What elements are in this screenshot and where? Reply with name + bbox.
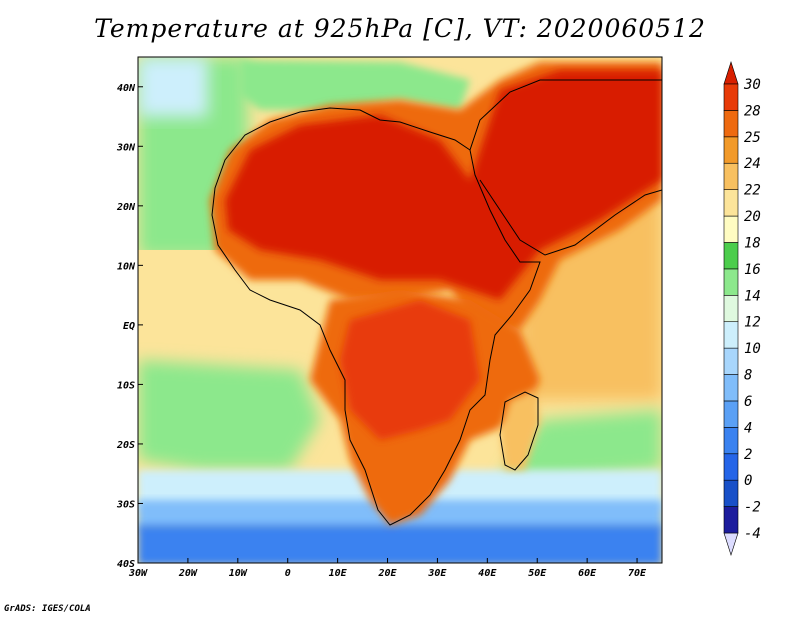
credit-label: GrADS: IGES/COLA xyxy=(4,604,91,614)
colorbar-label: -4 xyxy=(744,526,761,542)
colorbar-max-triangle xyxy=(723,61,739,85)
lon-tick-label: 20E xyxy=(377,568,397,579)
colorbar-label: 4 xyxy=(744,420,752,436)
lat-tick-label: 40S xyxy=(117,559,135,570)
colorbar-swatch xyxy=(723,83,739,111)
colorbar-swatch xyxy=(723,506,739,534)
lat-tick-label: 20S xyxy=(116,440,135,451)
lat-tick-label: 40N xyxy=(117,83,136,94)
colorbar-swatch xyxy=(723,242,739,270)
lon-tick-label: 30W xyxy=(128,568,148,579)
coastlines xyxy=(211,79,662,526)
colorbar-label: 0 xyxy=(744,473,752,489)
plot-border xyxy=(137,56,663,564)
colorbar-swatch xyxy=(723,347,739,375)
colorbar-label: 18 xyxy=(744,235,761,251)
colorbar-label: 24 xyxy=(744,156,761,172)
colorbar-swatch xyxy=(723,189,739,217)
colorbar-swatch xyxy=(723,479,739,507)
lon-tick-label: 60E xyxy=(578,568,597,579)
colorbar-swatch xyxy=(723,110,739,138)
colorbar-label: 16 xyxy=(744,262,761,278)
colorbar-label: 28 xyxy=(744,103,761,119)
colorbar-label: 12 xyxy=(744,315,761,331)
lon-tick-label: 50E xyxy=(528,568,547,579)
lon-tick-label: 0 xyxy=(285,568,291,579)
colorbar-min-triangle xyxy=(723,532,739,556)
colorbar-swatch xyxy=(723,321,739,349)
lat-tick-label: 20N xyxy=(116,202,136,213)
colorbar-label: 30 xyxy=(743,77,761,93)
lon-tick-label: 30E xyxy=(427,568,447,579)
lon-tick-label: 70E xyxy=(628,568,647,579)
colorbar-swatch xyxy=(723,294,739,323)
lon-tick-label: 40E xyxy=(478,568,497,579)
latitude-axis: 40N 30N 20N 10N EQ 10S 20S 30S 40S xyxy=(116,83,143,570)
lat-tick-label: 30N xyxy=(116,142,136,153)
colorbar-swatch xyxy=(723,268,739,296)
lat-tick-label: 10S xyxy=(117,380,135,391)
colorbar-swatch xyxy=(723,453,739,481)
lat-tick-label: EQ xyxy=(123,321,135,332)
colorbar-label: 6 xyxy=(744,394,752,410)
temperature-field xyxy=(138,57,662,563)
colorbar-swatch xyxy=(723,162,739,190)
lat-tick-label: 30S xyxy=(116,499,135,510)
colorbar-label: 8 xyxy=(744,368,752,384)
colorbar-swatch xyxy=(723,427,739,455)
lat-tick-label: 10N xyxy=(117,261,136,272)
colorbar-label: 2 xyxy=(744,447,752,463)
map-title: Temperature at 925hPa [C], VT: 202006051… xyxy=(94,14,706,43)
lon-tick-label: 10E xyxy=(329,568,348,579)
colorbar-label: 25 xyxy=(744,130,761,146)
colorbar-label: -2 xyxy=(744,500,761,516)
colorbar-swatch xyxy=(723,215,739,243)
colorbar-swatch xyxy=(723,374,739,402)
colorbar-label: 14 xyxy=(744,288,761,304)
colorbar-swatch xyxy=(723,400,739,428)
lon-tick-label: 10W xyxy=(229,568,248,579)
colorbar-label: 10 xyxy=(744,341,761,357)
colorbar-label: 22 xyxy=(744,183,761,199)
lon-tick-label: 20W xyxy=(178,568,198,579)
longitude-axis: 30W 20W 10W 0 10E 20E 30E 40E 50E 60E 70E xyxy=(128,558,647,579)
colorbar-swatch xyxy=(723,136,739,164)
colorbar-label: 20 xyxy=(744,209,761,225)
